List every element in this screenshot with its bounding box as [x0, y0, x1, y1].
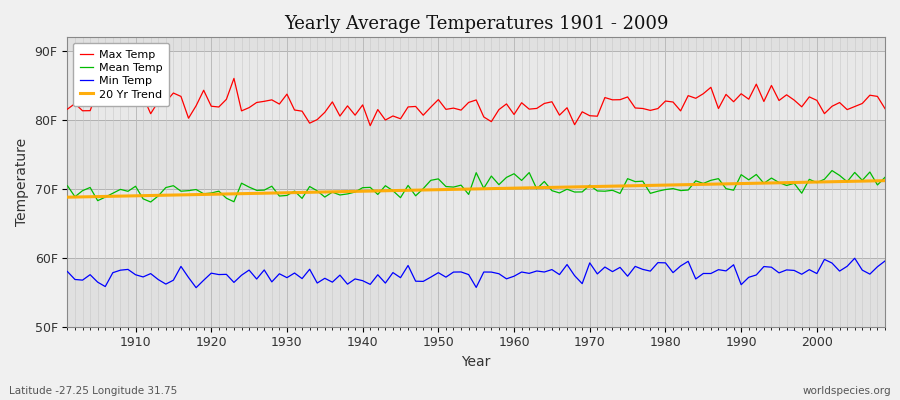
Text: Latitude -27.25 Longitude 31.75: Latitude -27.25 Longitude 31.75 [9, 386, 177, 396]
20 Yr Trend [62, 195, 73, 200]
Min Temp [62, 269, 73, 274]
20 Yr Trend [335, 189, 346, 194]
Mean Temp [297, 196, 308, 201]
20 Yr Trend [501, 186, 512, 191]
Max Temp [229, 76, 239, 81]
Bar [68, 258, 885, 327]
Max Temp [364, 123, 375, 128]
Line: 20 Yr Trend: 20 Yr Trend [68, 181, 885, 197]
Min Temp [879, 258, 890, 263]
Max Temp [122, 96, 133, 101]
20 Yr Trend [122, 194, 133, 198]
Mean Temp [508, 171, 519, 176]
Y-axis label: Temperature: Temperature [15, 138, 29, 226]
Min Temp [608, 269, 618, 274]
Bar [68, 189, 885, 258]
Bar [68, 37, 885, 51]
Mean Temp [517, 178, 527, 183]
Max Temp [524, 107, 535, 112]
Mean Temp [145, 200, 156, 204]
Mean Temp [342, 192, 353, 196]
Max Temp [297, 109, 308, 114]
Mean Temp [879, 175, 890, 180]
Max Temp [615, 97, 626, 102]
Min Temp [297, 276, 308, 281]
Mean Temp [826, 168, 837, 173]
20 Yr Trend [508, 186, 519, 190]
20 Yr Trend [879, 178, 890, 183]
Bar [68, 51, 885, 120]
Min Temp [122, 267, 133, 272]
Max Temp [879, 106, 890, 111]
Legend: Max Temp, Mean Temp, Min Temp, 20 Yr Trend: Max Temp, Mean Temp, Min Temp, 20 Yr Tre… [73, 43, 169, 106]
Text: worldspecies.org: worldspecies.org [803, 386, 891, 396]
Mean Temp [62, 183, 73, 188]
20 Yr Trend [289, 190, 300, 195]
Min Temp [517, 270, 527, 274]
Bar [68, 120, 885, 189]
Min Temp [850, 256, 860, 261]
X-axis label: Year: Year [462, 355, 490, 369]
Mean Temp [122, 189, 133, 194]
Line: Min Temp: Min Temp [68, 258, 885, 288]
Line: Max Temp: Max Temp [68, 78, 885, 126]
Min Temp [342, 282, 353, 286]
Title: Yearly Average Temperatures 1901 - 2009: Yearly Average Temperatures 1901 - 2009 [284, 15, 669, 33]
Min Temp [508, 274, 519, 279]
Mean Temp [608, 188, 618, 193]
Min Temp [191, 285, 202, 290]
Max Temp [517, 100, 527, 105]
20 Yr Trend [599, 184, 610, 189]
Max Temp [62, 107, 73, 112]
Max Temp [342, 104, 353, 108]
Line: Mean Temp: Mean Temp [68, 170, 885, 202]
